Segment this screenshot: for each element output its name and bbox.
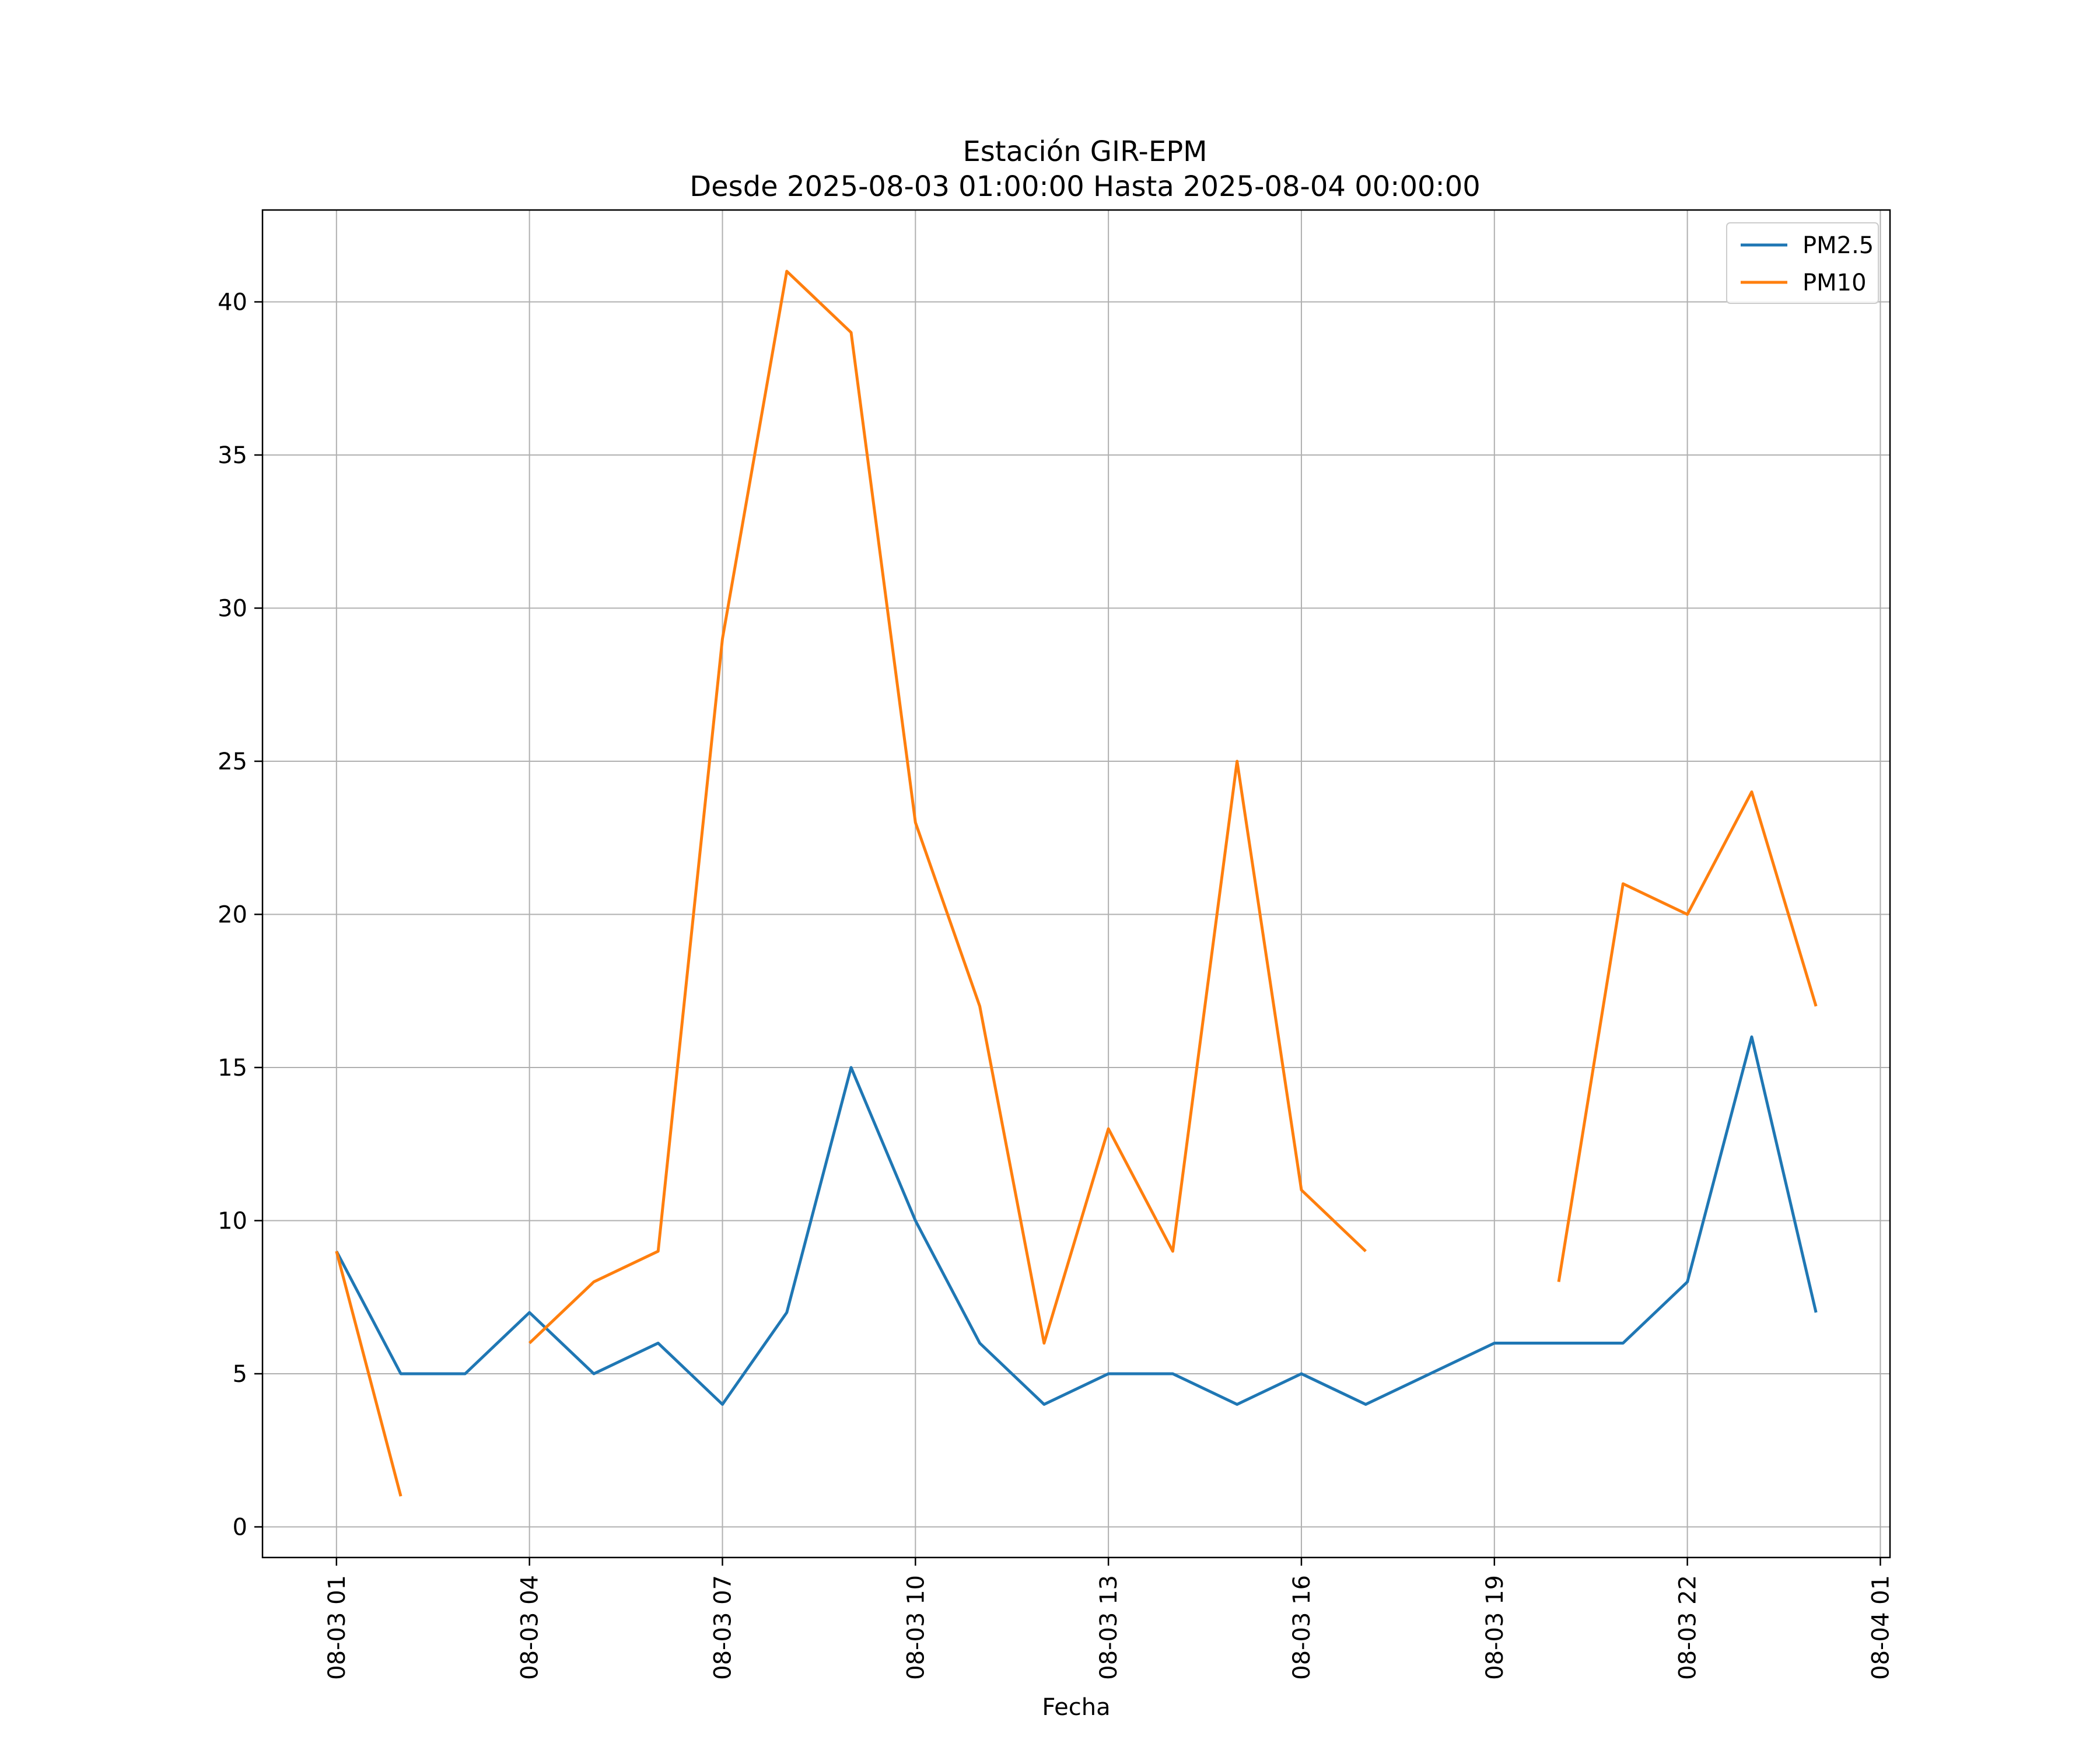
x-tick-label: 08-03 19: [1482, 1575, 1508, 1680]
legend-label: PM10: [1803, 270, 1867, 296]
legend-label: PM2.5: [1803, 232, 1874, 259]
series-line-segment: [528, 270, 1367, 1345]
x-tick-label: 08-03 01: [324, 1575, 351, 1680]
x-tick-label: 08-03 10: [902, 1575, 929, 1680]
y-tick-label: 40: [218, 289, 247, 316]
x-tick-label: 08-03 16: [1289, 1575, 1315, 1680]
x-axis-label: Fecha: [1042, 1694, 1110, 1721]
x-axis: 08-03 01 08-03 04 08-03 07 08-03 10 08-03 13…: [324, 1558, 1894, 1680]
x-tick-label: 08-03 13: [1096, 1575, 1122, 1680]
series-line-segment: [1557, 790, 1818, 1282]
series-pm10: [335, 270, 1818, 1497]
series-line-segment: [335, 1035, 1818, 1406]
series-line-segment: [335, 1251, 402, 1497]
x-tick-label: 08-04 01: [1867, 1575, 1894, 1680]
series-pm2-5: [335, 1035, 1818, 1406]
y-axis: 0 5 10 15 20 25 30 35 40: [218, 289, 262, 1541]
y-tick-label: 10: [218, 1208, 247, 1235]
grid: [262, 210, 1890, 1558]
chart-subtitle: Desde 2025-08-03 01:00:00 Hasta 2025-08-…: [690, 170, 1480, 203]
x-tick-label: 08-03 07: [709, 1575, 736, 1680]
y-tick-label: 35: [218, 442, 247, 469]
y-tick-label: 15: [218, 1055, 247, 1082]
plot-frame: [261, 209, 1891, 1559]
x-tick-label: 08-03 22: [1675, 1575, 1702, 1680]
y-tick-label: 25: [218, 748, 247, 775]
chart-title: Estación GIR-EPM: [963, 135, 1207, 168]
x-tick-label: 08-03 04: [517, 1575, 544, 1680]
y-tick-label: 0: [233, 1514, 247, 1541]
legend: PM2.5 PM10: [1726, 222, 1879, 304]
y-tick-label: 30: [218, 596, 247, 622]
series-lines: [335, 270, 1818, 1497]
y-tick-label: 5: [233, 1361, 247, 1388]
y-tick-label: 20: [218, 902, 247, 929]
